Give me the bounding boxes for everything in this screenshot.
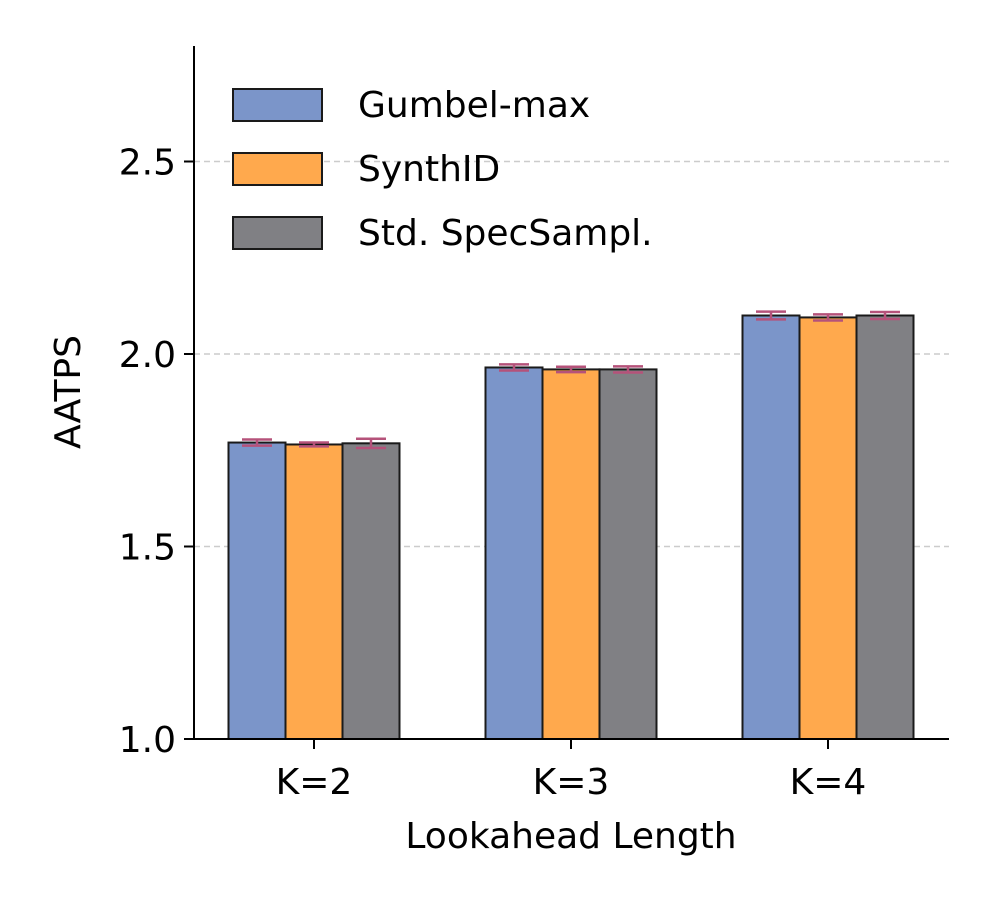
legend-swatch <box>232 88 323 122</box>
bar <box>741 314 801 740</box>
y-tick-label: 2.0 <box>119 335 176 376</box>
y-tick-label: 2.5 <box>119 143 176 184</box>
bar <box>284 443 344 740</box>
bar <box>598 368 658 740</box>
y-axis-label: AATPS <box>48 335 89 449</box>
y-tick-label: 1.5 <box>119 528 176 569</box>
legend-label: SynthID <box>358 149 500 190</box>
x-tick-label: K=2 <box>276 762 353 803</box>
legend: Gumbel-max SynthID Std. SpecSampl. <box>232 85 653 254</box>
legend-label: Std. SpecSampl. <box>358 213 653 254</box>
legend-label: Gumbel-max <box>358 85 590 126</box>
x-ticks: K=2 K=3 K=4 <box>276 739 867 803</box>
x-tick-label: K=4 <box>790 762 867 803</box>
bar <box>798 316 858 740</box>
y-ticks: 1.0 1.5 2.0 2.5 <box>119 143 194 761</box>
x-tick-label: K=3 <box>533 762 610 803</box>
x-axis-label: Lookahead Length <box>405 816 736 857</box>
legend-swatch <box>232 216 323 250</box>
bar <box>484 366 544 740</box>
y-tick-label: 1.0 <box>119 720 176 761</box>
bar <box>341 442 401 740</box>
bar <box>541 368 601 740</box>
bar <box>855 314 915 740</box>
legend-swatch <box>232 152 323 186</box>
bar <box>227 441 287 740</box>
bars-group <box>227 314 915 740</box>
error-bars-group <box>242 310 900 450</box>
